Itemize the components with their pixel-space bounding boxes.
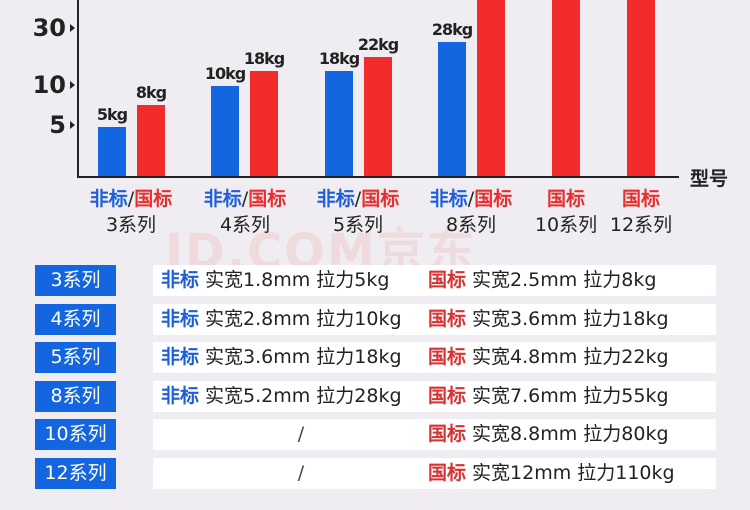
separator: / [467, 188, 475, 210]
series-label: 3系列 [105, 214, 157, 236]
bar-nonstandard [438, 42, 466, 176]
spec-text: / [297, 423, 305, 446]
y-axis [77, 0, 79, 178]
nonstandard-label: 非标 [316, 188, 355, 210]
x-category-label: 非标/国标 4系列 [185, 186, 305, 238]
x-category-label: 非标/国标 8系列 [411, 186, 531, 238]
bar-standard [250, 71, 278, 176]
spec-text: 实宽7.6mm 拉力55kg [472, 384, 669, 407]
separator: / [127, 188, 135, 210]
series-cell: 8系列 [35, 380, 116, 412]
bar-value-label: 18kg [243, 49, 285, 68]
bar-value-label: 18kg [318, 49, 360, 68]
standard-tag: 国标 [428, 269, 467, 291]
bar-nonstandard [325, 71, 353, 176]
series-cell: 4系列 [35, 303, 116, 335]
standard-spec-cell: 国标 实宽3.6mm 拉力18kg [420, 303, 716, 335]
standard-tag: 国标 [428, 462, 467, 484]
nonstandard-spec-cell: 非标 实宽1.8mm 拉力5kg [153, 265, 449, 296]
series-cell: 5系列 [35, 342, 116, 374]
spec-text: 实宽8.8mm 拉力80kg [472, 423, 669, 446]
bar-nonstandard [98, 127, 126, 176]
x-category-label: 国标 12系列 [581, 186, 701, 238]
bar-standard [477, 0, 505, 176]
separator: / [241, 188, 249, 210]
bar-value-label: 5kg [96, 105, 128, 124]
standard-spec-cell: 国标 实宽12mm 拉力110kg [420, 458, 716, 489]
bar-value-label: 8kg [135, 83, 167, 102]
series-label: 5系列 [332, 214, 384, 236]
category-standard: 国标 [581, 186, 701, 212]
standard-tag: 非标 [161, 269, 200, 291]
nonstandard-spec-cell: / [153, 458, 449, 489]
bar-value-label: 28kg [431, 20, 473, 39]
separator: / [354, 188, 362, 210]
spec-text: 实宽3.6mm 拉力18kg [472, 307, 669, 330]
standard-tag: 国标 [428, 384, 467, 407]
category-standard: 国标 [506, 186, 626, 212]
standard-tag: 国标 [428, 307, 467, 330]
x-axis [77, 176, 679, 178]
spec-text: 实宽12mm 拉力110kg [472, 462, 675, 484]
y-tick-label: 10 [30, 71, 75, 99]
spec-text: 实宽1.8mm 拉力5kg [205, 269, 390, 291]
standard-label: 国标 [134, 188, 173, 210]
bar-standard [627, 0, 655, 176]
x-category-label: 非标/国标 3系列 [71, 186, 191, 238]
nonstandard-label: 非标 [203, 188, 242, 210]
spec-text: / [297, 462, 305, 484]
bar-value-label: 22kg [357, 35, 399, 54]
category-standard: 非标/国标 [71, 186, 191, 212]
standard-tag: 非标 [161, 346, 200, 369]
spec-text: 实宽2.8mm 拉力10kg [205, 307, 402, 330]
spec-text: 实宽5.2mm 拉力28kg [205, 384, 402, 407]
standard-label: 国标 [546, 188, 585, 210]
nonstandard-spec-cell: 非标 实宽2.8mm 拉力10kg [153, 303, 449, 335]
x-axis-label: 型号 [690, 168, 729, 190]
standard-tag: 非标 [161, 384, 200, 407]
standard-spec-cell: 国标 实宽8.8mm 拉力80kg [420, 419, 716, 451]
standard-label: 国标 [474, 188, 513, 210]
bar-value-label: 10kg [204, 64, 246, 83]
spec-text: 实宽4.8mm 拉力22kg [472, 346, 669, 369]
category-standard: 非标/国标 [411, 186, 531, 212]
series-cell: 3系列 [35, 265, 116, 296]
standard-tag: 非标 [161, 307, 200, 330]
standard-label: 国标 [361, 188, 400, 210]
series-label: 10系列 [534, 214, 598, 236]
standard-spec-cell: 国标 实宽4.8mm 拉力22kg [420, 342, 716, 374]
category-standard: 非标/国标 [185, 186, 305, 212]
nonstandard-spec-cell: 非标 实宽3.6mm 拉力18kg [153, 342, 449, 374]
series-cell: 10系列 [35, 419, 116, 451]
nonstandard-spec-cell: 非标 实宽5.2mm 拉力28kg [153, 380, 449, 412]
standard-label: 国标 [248, 188, 287, 210]
x-category-label: 非标/国标 5系列 [298, 186, 418, 238]
series-label: 12系列 [609, 214, 673, 236]
nonstandard-spec-cell: / [153, 419, 449, 451]
y-tick-label: 5 [30, 111, 75, 139]
series-cell: 12系列 [35, 458, 116, 489]
standard-spec-cell: 国标 实宽2.5mm 拉力8kg [420, 265, 716, 296]
standard-tag: 国标 [428, 346, 467, 369]
x-category-label: 国标 10系列 [506, 186, 626, 238]
spec-text: 实宽3.6mm 拉力18kg [205, 346, 402, 369]
bar-standard [552, 0, 580, 176]
y-tick-label: 30 [30, 14, 75, 42]
category-standard: 非标/国标 [298, 186, 418, 212]
nonstandard-label: 非标 [429, 188, 468, 210]
standard-label: 国标 [621, 188, 660, 210]
series-label: 8系列 [445, 214, 497, 236]
standard-spec-cell: 国标 实宽7.6mm 拉力55kg [420, 380, 716, 412]
bar-standard [364, 57, 392, 176]
bar-standard [137, 105, 165, 176]
spec-text: 实宽2.5mm 拉力8kg [472, 269, 657, 291]
bar-nonstandard [211, 86, 239, 176]
nonstandard-label: 非标 [89, 188, 128, 210]
series-label: 4系列 [219, 214, 271, 236]
standard-tag: 国标 [428, 423, 467, 446]
